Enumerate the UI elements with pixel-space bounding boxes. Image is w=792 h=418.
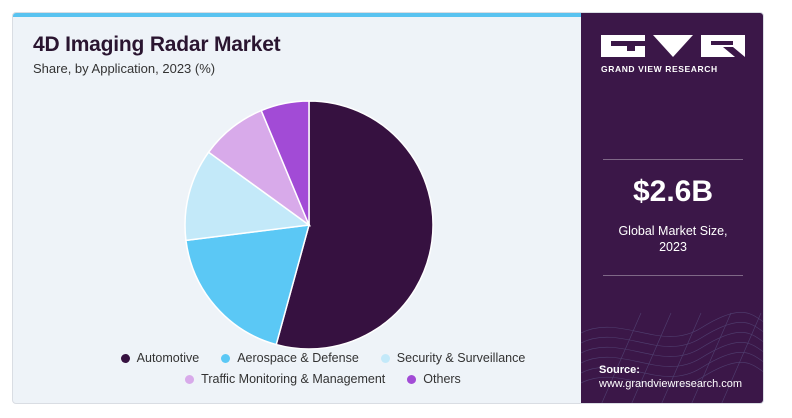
legend-item-aerospace: Aerospace & Defense	[221, 351, 359, 365]
logo-r-icon	[701, 35, 745, 57]
legend-label: Automotive	[136, 351, 200, 365]
pie-slice-others	[260, 100, 310, 226]
legend-item-others: Others	[407, 372, 461, 386]
chart-legend: Automotive Aerospace & Defense Security …	[73, 351, 573, 393]
legend-label: Others	[423, 372, 461, 386]
market-size-label: Global Market Size, 2023	[581, 223, 763, 255]
source-url: www.grandviewresearch.com	[599, 378, 743, 390]
pie-chart	[184, 100, 434, 350]
source-note: Source: www.grandviewresearch.com	[599, 363, 742, 391]
chart-title: 4D Imaging Radar Market	[33, 33, 281, 56]
pie-slice-security-surveillance	[184, 151, 311, 242]
logo-mark	[601, 35, 747, 57]
source-title: Source:	[599, 364, 640, 376]
grand-view-research-logo: GRAND VIEW RESEARCH	[601, 35, 747, 74]
pie-slice-aerospace-defense	[185, 224, 311, 346]
divider	[603, 159, 743, 160]
legend-swatch	[120, 353, 130, 363]
legend-label: Security & Surveillance	[396, 351, 526, 365]
pie-slice-automotive	[275, 100, 434, 350]
legend-swatch	[221, 353, 231, 363]
logo-v-icon	[651, 35, 695, 57]
logo-g-icon	[601, 35, 645, 57]
legend-label: Traffic Monitoring & Management	[201, 372, 386, 386]
legend-row-2: Traffic Monitoring & Management Others	[73, 372, 573, 386]
brand-name: GRAND VIEW RESEARCH	[601, 64, 718, 74]
market-size-label-line1: Global Market Size,	[618, 224, 728, 238]
market-summary-panel: GRAND VIEW RESEARCH $2.6B Global Market …	[581, 13, 763, 403]
legend-item-traffic: Traffic Monitoring & Management	[185, 372, 385, 386]
chart-subtitle: Share, by Application, 2023 (%)	[33, 61, 216, 76]
legend-swatch	[407, 374, 417, 384]
legend-item-automotive: Automotive	[120, 351, 200, 365]
market-size-label-line2: 2023	[659, 240, 687, 254]
divider	[603, 275, 743, 276]
legend-swatch	[380, 353, 390, 363]
legend-row-1: Automotive Aerospace & Defense Security …	[73, 351, 573, 365]
legend-item-security: Security & Surveillance	[380, 351, 526, 365]
decorative-wave-pattern	[581, 312, 763, 403]
market-size-value: $2.6B	[632, 175, 714, 208]
legend-label: Aerospace & Defense	[237, 351, 359, 365]
chart-card: 4D Imaging Radar Market Share, by Applic…	[12, 12, 764, 404]
legend-swatch	[185, 374, 195, 384]
accent-bar	[13, 13, 581, 17]
